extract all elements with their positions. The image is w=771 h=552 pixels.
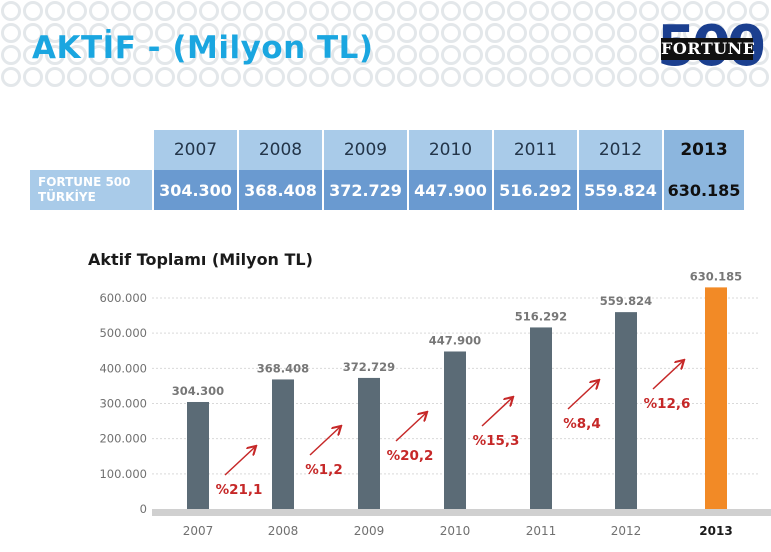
value-cell: 304.300 [154, 170, 237, 210]
y-tick-label: 600.000 [99, 291, 147, 305]
year-cell: 2010 [409, 130, 492, 170]
year-cell-current: 2013 [664, 130, 744, 170]
bar [272, 379, 294, 509]
value-label: 368.408 [257, 361, 309, 375]
x-tick-label: 2011 [526, 524, 557, 538]
bar [615, 312, 637, 509]
value-cell: 372.729 [324, 170, 407, 210]
x-tick-label: 2012 [611, 524, 642, 538]
growth-arrow [309, 427, 340, 456]
bar [444, 351, 466, 509]
value-cell: 516.292 [494, 170, 577, 210]
fortune-500-logo: 500 FORTUNE [657, 18, 766, 76]
y-tick-label: 300.000 [99, 397, 147, 411]
growth-arrow [224, 447, 255, 476]
value-label: 516.292 [515, 309, 567, 323]
value-cell-current: 630.185 [664, 170, 744, 210]
value-label: 559.824 [600, 294, 652, 308]
value-cell: 368.408 [239, 170, 322, 210]
year-cell: 2011 [494, 130, 577, 170]
bar [358, 377, 380, 509]
growth-label: %21,1 [216, 482, 263, 498]
bar [705, 287, 727, 509]
value-label: 372.729 [343, 360, 395, 374]
bar [187, 401, 209, 509]
value-cell: 447.900 [409, 170, 492, 210]
value-label: 447.900 [429, 333, 481, 347]
logo-brand: FORTUNE [661, 38, 756, 60]
page-title: AKTİF - (Milyon TL) [32, 30, 374, 66]
growth-arrow [652, 361, 683, 390]
table-row: FORTUNE 500 TÜRKİYE 304.300 368.408 372.… [30, 170, 744, 210]
row-label-line: TÜRKİYE [38, 190, 96, 204]
value-label: 630.185 [690, 269, 742, 283]
y-tick-label: 500.000 [99, 326, 147, 340]
growth-label: %1,2 [305, 462, 342, 478]
header-band [0, 0, 771, 88]
growth-label: %8,4 [563, 416, 600, 432]
x-tick-label: 2013 [699, 524, 732, 538]
row-label-line: FORTUNE 500 [38, 175, 131, 189]
growth-label: %20,2 [387, 448, 434, 464]
x-tick-label: 2008 [268, 524, 299, 538]
y-tick-label: 0 [140, 502, 147, 516]
x-tick-label: 2007 [183, 524, 214, 538]
x-axis-base [152, 509, 771, 516]
x-tick-label: 2010 [440, 524, 471, 538]
value-cell: 559.824 [579, 170, 662, 210]
growth-arrow [395, 413, 426, 442]
header-circle-pattern [0, 0, 771, 88]
value-label: 304.300 [172, 384, 224, 398]
row-label: FORTUNE 500 TÜRKİYE [30, 170, 152, 210]
growth-label: %12,6 [644, 396, 691, 412]
year-cell: 2007 [154, 130, 237, 170]
growth-arrow [567, 381, 598, 410]
y-tick-label: 200.000 [99, 432, 147, 446]
table-corner [30, 130, 152, 170]
table-header-row: 2007 2008 2009 2010 2011 2012 2013 [30, 130, 744, 170]
year-cell: 2009 [324, 130, 407, 170]
bar-chart: 0 100.000 200.000 300.000 400.000 500.000 600.… [99, 269, 771, 538]
y-tick-label: 100.000 [99, 467, 147, 481]
year-cell: 2012 [579, 130, 662, 170]
data-table: 2007 2008 2009 2010 2011 2012 2013 FORTU… [28, 130, 746, 210]
y-tick-label: 400.000 [99, 361, 147, 375]
growth-arrow [481, 398, 512, 427]
year-cell: 2008 [239, 130, 322, 170]
growth-label: %15,3 [473, 433, 520, 449]
x-tick-label: 2009 [354, 524, 385, 538]
chart-title: Aktif Toplamı (Milyon TL) [88, 250, 313, 269]
bar [530, 327, 552, 509]
